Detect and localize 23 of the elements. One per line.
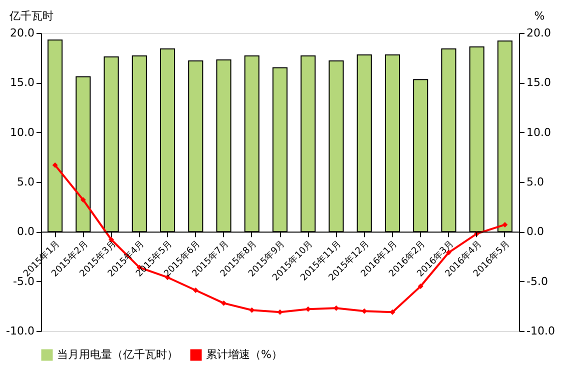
y2-tick-label: 0.0	[526, 225, 544, 238]
legend-label: 累计增速（%）	[206, 348, 282, 361]
y-tick-label: 0.0	[17, 225, 34, 238]
point	[80, 197, 86, 203]
y2-tick-label: -10.0	[526, 324, 555, 338]
y2-tick-label: 20.0	[526, 26, 551, 40]
y-axis-title: 亿千瓦时	[8, 10, 54, 22]
point	[502, 222, 508, 228]
y2-tick-label: 10.0	[526, 126, 551, 139]
y2-tick-label: 15.0	[526, 76, 551, 90]
y-tick-label: 20.0	[10, 26, 34, 40]
y-tick-label: -10.0	[6, 324, 34, 338]
y-tick-label: 5.0	[17, 176, 34, 188]
y-tick-label: 15.0	[10, 76, 34, 90]
point	[192, 288, 198, 294]
y2-tick-label: 5.0	[526, 176, 544, 188]
y2-tick-label: -5.0	[526, 274, 548, 288]
point	[418, 284, 424, 290]
y-tick-label: 10.0	[10, 126, 34, 139]
point	[221, 300, 227, 306]
y2-axis-title: %	[534, 10, 545, 22]
legend-label: 当月用电量（亿千瓦时）	[57, 348, 178, 361]
point	[52, 162, 58, 168]
